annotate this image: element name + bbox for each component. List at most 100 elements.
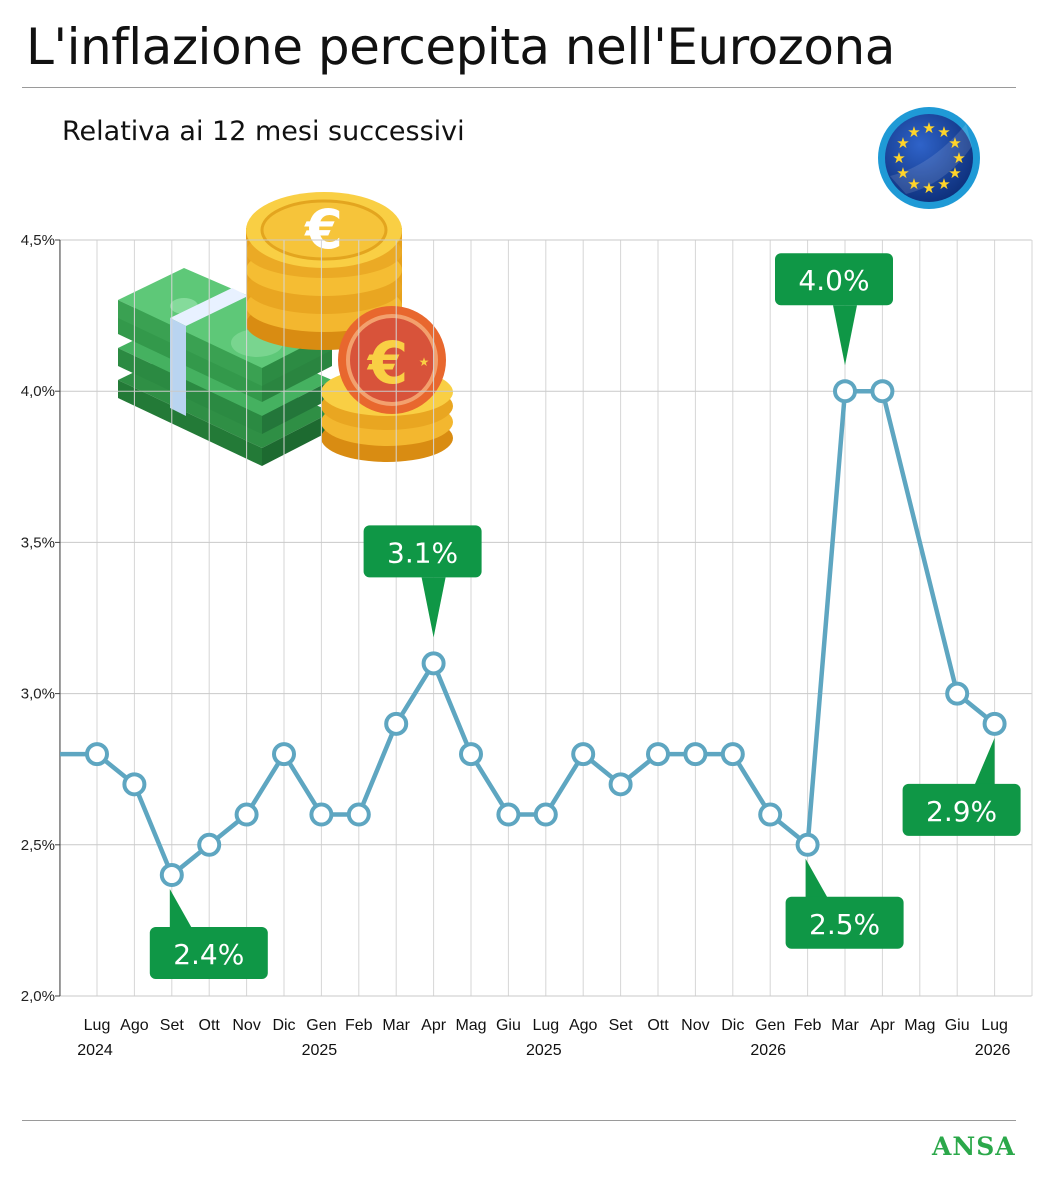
- eu-flag-icon: ★ ★ ★ ★ ★ ★ ★ ★ ★ ★ ★ ★: [876, 106, 982, 210]
- callout-pointer: [421, 577, 446, 638]
- x-tick-year-label: 2024: [77, 1042, 113, 1059]
- svg-text:€: €: [366, 329, 408, 397]
- x-tick-label: Mar: [382, 1017, 410, 1034]
- x-tick-label: Ott: [647, 1017, 669, 1034]
- callout-pointer: [169, 889, 192, 929]
- x-tick-label: Gen: [755, 1017, 785, 1034]
- x-tick-label: Ago: [569, 1017, 598, 1034]
- callout-box: [785, 896, 904, 949]
- data-point: [833, 379, 857, 404]
- data-point: [122, 772, 147, 797]
- x-tick-label: Feb: [345, 1017, 373, 1034]
- x-tick-year-label: 2025: [526, 1042, 562, 1059]
- x-tick-label: Feb: [794, 1017, 822, 1034]
- callout-text: 2.9%: [926, 795, 997, 828]
- data-point: [384, 711, 409, 736]
- x-tick-label: Ago: [120, 1017, 149, 1034]
- y-tick-label: 2,0%: [21, 988, 55, 1005]
- chart-subtitle: Relativa ai 12 mesi successivi: [62, 116, 465, 147]
- x-tick-label: Giu: [496, 1017, 521, 1034]
- x-tick-label: Lug: [981, 1017, 1008, 1034]
- eu-star-icon: ★: [948, 134, 961, 152]
- x-tick-label: Lug: [532, 1017, 559, 1034]
- eu-star-icon: ★: [896, 134, 909, 152]
- data-point: [758, 802, 783, 827]
- callout-label: 2.4%: [149, 889, 268, 980]
- data-point: [272, 742, 296, 767]
- callout-pointer: [805, 858, 828, 898]
- x-tick-year-label: 2025: [302, 1042, 338, 1059]
- callout-label: 4.0%: [775, 253, 893, 366]
- y-tick-label: 2,5%: [21, 837, 55, 854]
- eu-star-icon: ★: [948, 164, 961, 182]
- svg-text:★: ★: [419, 355, 430, 369]
- eu-star-icon: ★: [952, 149, 965, 167]
- page-title: L'inflazione percepita nell'Eurozona: [26, 18, 895, 76]
- data-point: [646, 742, 670, 767]
- x-tick-label: Mag: [904, 1017, 935, 1034]
- x-tick-label: Lug: [84, 1017, 111, 1034]
- svg-text:€: €: [303, 198, 343, 261]
- x-tick-label: Nov: [232, 1017, 260, 1034]
- eu-star-icon: ★: [922, 119, 935, 137]
- callout-pointer: [974, 737, 995, 785]
- bottom-divider: [22, 1120, 1016, 1121]
- data-point: [982, 711, 1007, 736]
- callout-box: [775, 253, 893, 306]
- x-tick-year-label: 2026: [975, 1042, 1011, 1059]
- data-point: [945, 681, 970, 706]
- x-tick-label: Set: [160, 1017, 185, 1034]
- y-tick-label: 3,0%: [21, 686, 55, 703]
- data-point: [234, 802, 259, 827]
- x-tick-label: Mag: [455, 1017, 486, 1034]
- x-tick-label: Set: [609, 1017, 634, 1034]
- x-tick-label: Apr: [870, 1017, 896, 1034]
- eu-star-icon: ★: [907, 175, 920, 193]
- callout-text: 2.4%: [173, 938, 244, 971]
- callout-label: 3.1%: [363, 525, 482, 638]
- data-point: [496, 802, 521, 827]
- callout-box: [363, 525, 482, 578]
- data-point: [571, 742, 596, 767]
- callout-label: 2.5%: [785, 858, 904, 949]
- callout-text: 2.5%: [809, 908, 880, 941]
- data-point: [795, 832, 820, 857]
- data-point: [608, 772, 633, 797]
- y-tick-label: 4,0%: [21, 383, 55, 400]
- series-line: [60, 388, 997, 878]
- data-point: [197, 832, 222, 857]
- data-point: [720, 742, 745, 767]
- eu-star-icon: ★: [937, 123, 950, 141]
- eu-star-icon: ★: [922, 179, 935, 197]
- eu-star-icon: ★: [937, 175, 950, 193]
- callout-box: [149, 927, 268, 980]
- eu-star-icon: ★: [907, 123, 920, 141]
- data-point: [85, 742, 109, 767]
- eu-star-icon: ★: [896, 164, 909, 182]
- data-point: [683, 742, 708, 767]
- y-tick-label: 4,5%: [21, 232, 55, 249]
- callout-text: 3.1%: [387, 536, 458, 569]
- money-icon: € € ★: [112, 190, 462, 475]
- data-point: [346, 802, 371, 827]
- data-point: [421, 651, 446, 676]
- y-tick-label: 3,5%: [21, 534, 55, 551]
- x-tick-label: Nov: [681, 1017, 709, 1034]
- callout-pointer: [833, 305, 857, 366]
- callout-box: [902, 783, 1021, 836]
- x-tick-label: Dic: [721, 1017, 744, 1034]
- data-point: [159, 863, 184, 888]
- data-point: [533, 802, 558, 827]
- callout-text: 4.0%: [798, 264, 869, 297]
- x-tick-label: Mar: [831, 1017, 859, 1034]
- data-point: [870, 379, 895, 404]
- x-tick-label: Dic: [272, 1017, 295, 1034]
- data-point: [309, 802, 334, 827]
- data-point: [459, 742, 483, 767]
- eu-star-icon: ★: [892, 149, 905, 167]
- x-tick-year-label: 2026: [750, 1042, 786, 1059]
- callout-label: 2.9%: [902, 737, 1021, 836]
- x-tick-label: Giu: [945, 1017, 970, 1034]
- x-tick-label: Apr: [421, 1017, 447, 1034]
